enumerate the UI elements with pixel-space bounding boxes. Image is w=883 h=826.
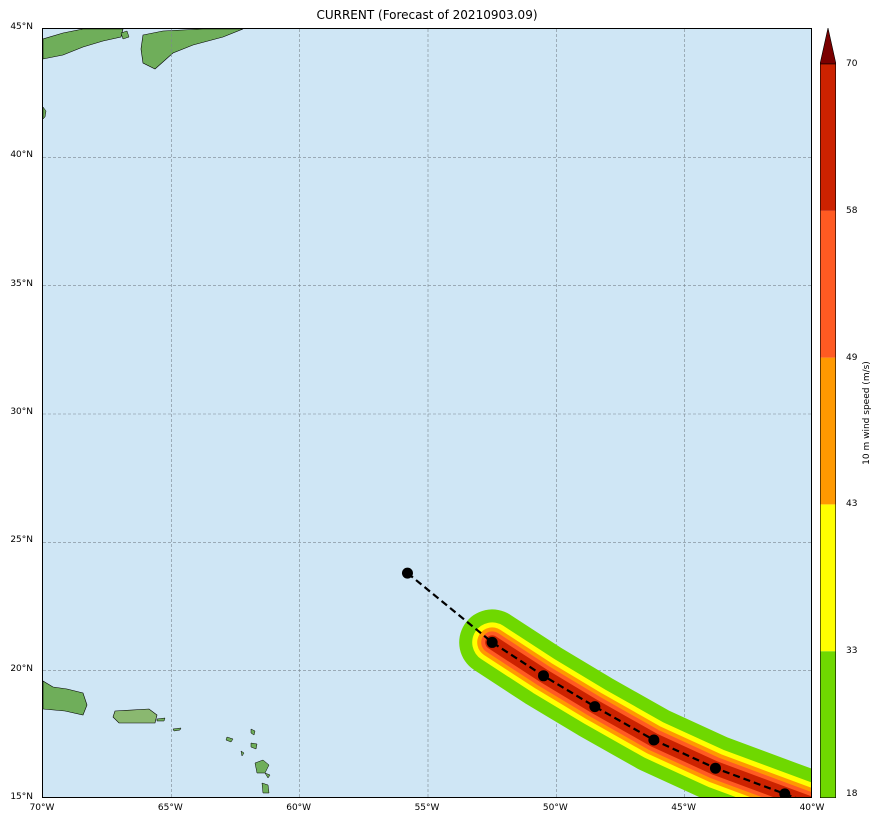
lon-tick-label: 70°W [29,803,55,813]
map-panel [42,28,812,798]
colorbar-segment [820,64,836,211]
lon-tick-label: 45°W [671,803,697,813]
colorbar-label: 10 m wind speed (m/s) [862,361,872,465]
land-hispaniola [43,680,88,716]
lon-tick-label: 55°W [414,803,440,813]
land-antilles-5 [240,750,245,757]
land-martinique [261,782,270,794]
colorbar-segment [820,651,836,798]
lat-tick-label: 40°N [10,150,33,161]
map-canvas [43,29,811,797]
colorbar-tick: 43 [846,499,858,510]
lat-tick-label: 30°N [10,407,33,417]
track-point [589,701,601,713]
land-small-island [120,30,130,40]
lat-tick-label: 15°N [10,792,33,802]
land-puerto-rico [112,708,158,724]
colorbar-segment [820,504,836,652]
track-point [486,636,498,648]
chart-title: CURRENT (Forecast of 20210903.09) [316,8,538,22]
land-antilles-4 [250,742,258,750]
colorbar-tick: 33 [846,646,858,657]
colorbar [820,28,836,798]
land-small-antilles-1 [172,727,182,732]
storm-track [401,567,797,797]
track-point [648,734,660,746]
colorbar-segment [820,357,836,505]
colorbar-tick: 70 [846,59,858,69]
lat-tick-label: 35°N [10,278,33,289]
land-antilles-2 [225,736,234,743]
colorbar-tick: 18 [846,789,858,799]
lon-tick-label: 60°W [286,803,312,813]
lat-tick-label: 45°N [10,22,33,32]
track-point [538,670,549,682]
land-newfoundland [140,29,244,70]
colorbar-tick: 49 [846,352,858,363]
wind-swath [459,609,811,797]
lon-tick-label: 65°W [157,803,183,813]
land-masses [43,29,271,794]
colorbar-tick: 58 [846,205,858,216]
track-point [779,788,791,797]
track-point [709,762,721,774]
lat-tick-label: 25°N [10,535,33,546]
land-antilles-3 [250,728,256,736]
lon-tick-label: 50°W [542,803,568,813]
track-line [406,572,797,797]
gridlines [43,29,811,797]
colorbar-outline [820,63,836,798]
land-nova-scotia [43,29,124,60]
land-vieques [156,717,166,722]
colorbar-extend [820,28,836,65]
lon-tick-label: 40°W [799,803,825,813]
track-point [401,567,413,579]
land-antilles-6 [264,772,271,779]
lat-tick-label: 20°N [10,663,33,674]
land-left-edge [43,106,47,120]
colorbar-segment [820,210,836,358]
land-guadeloupe [254,759,270,774]
